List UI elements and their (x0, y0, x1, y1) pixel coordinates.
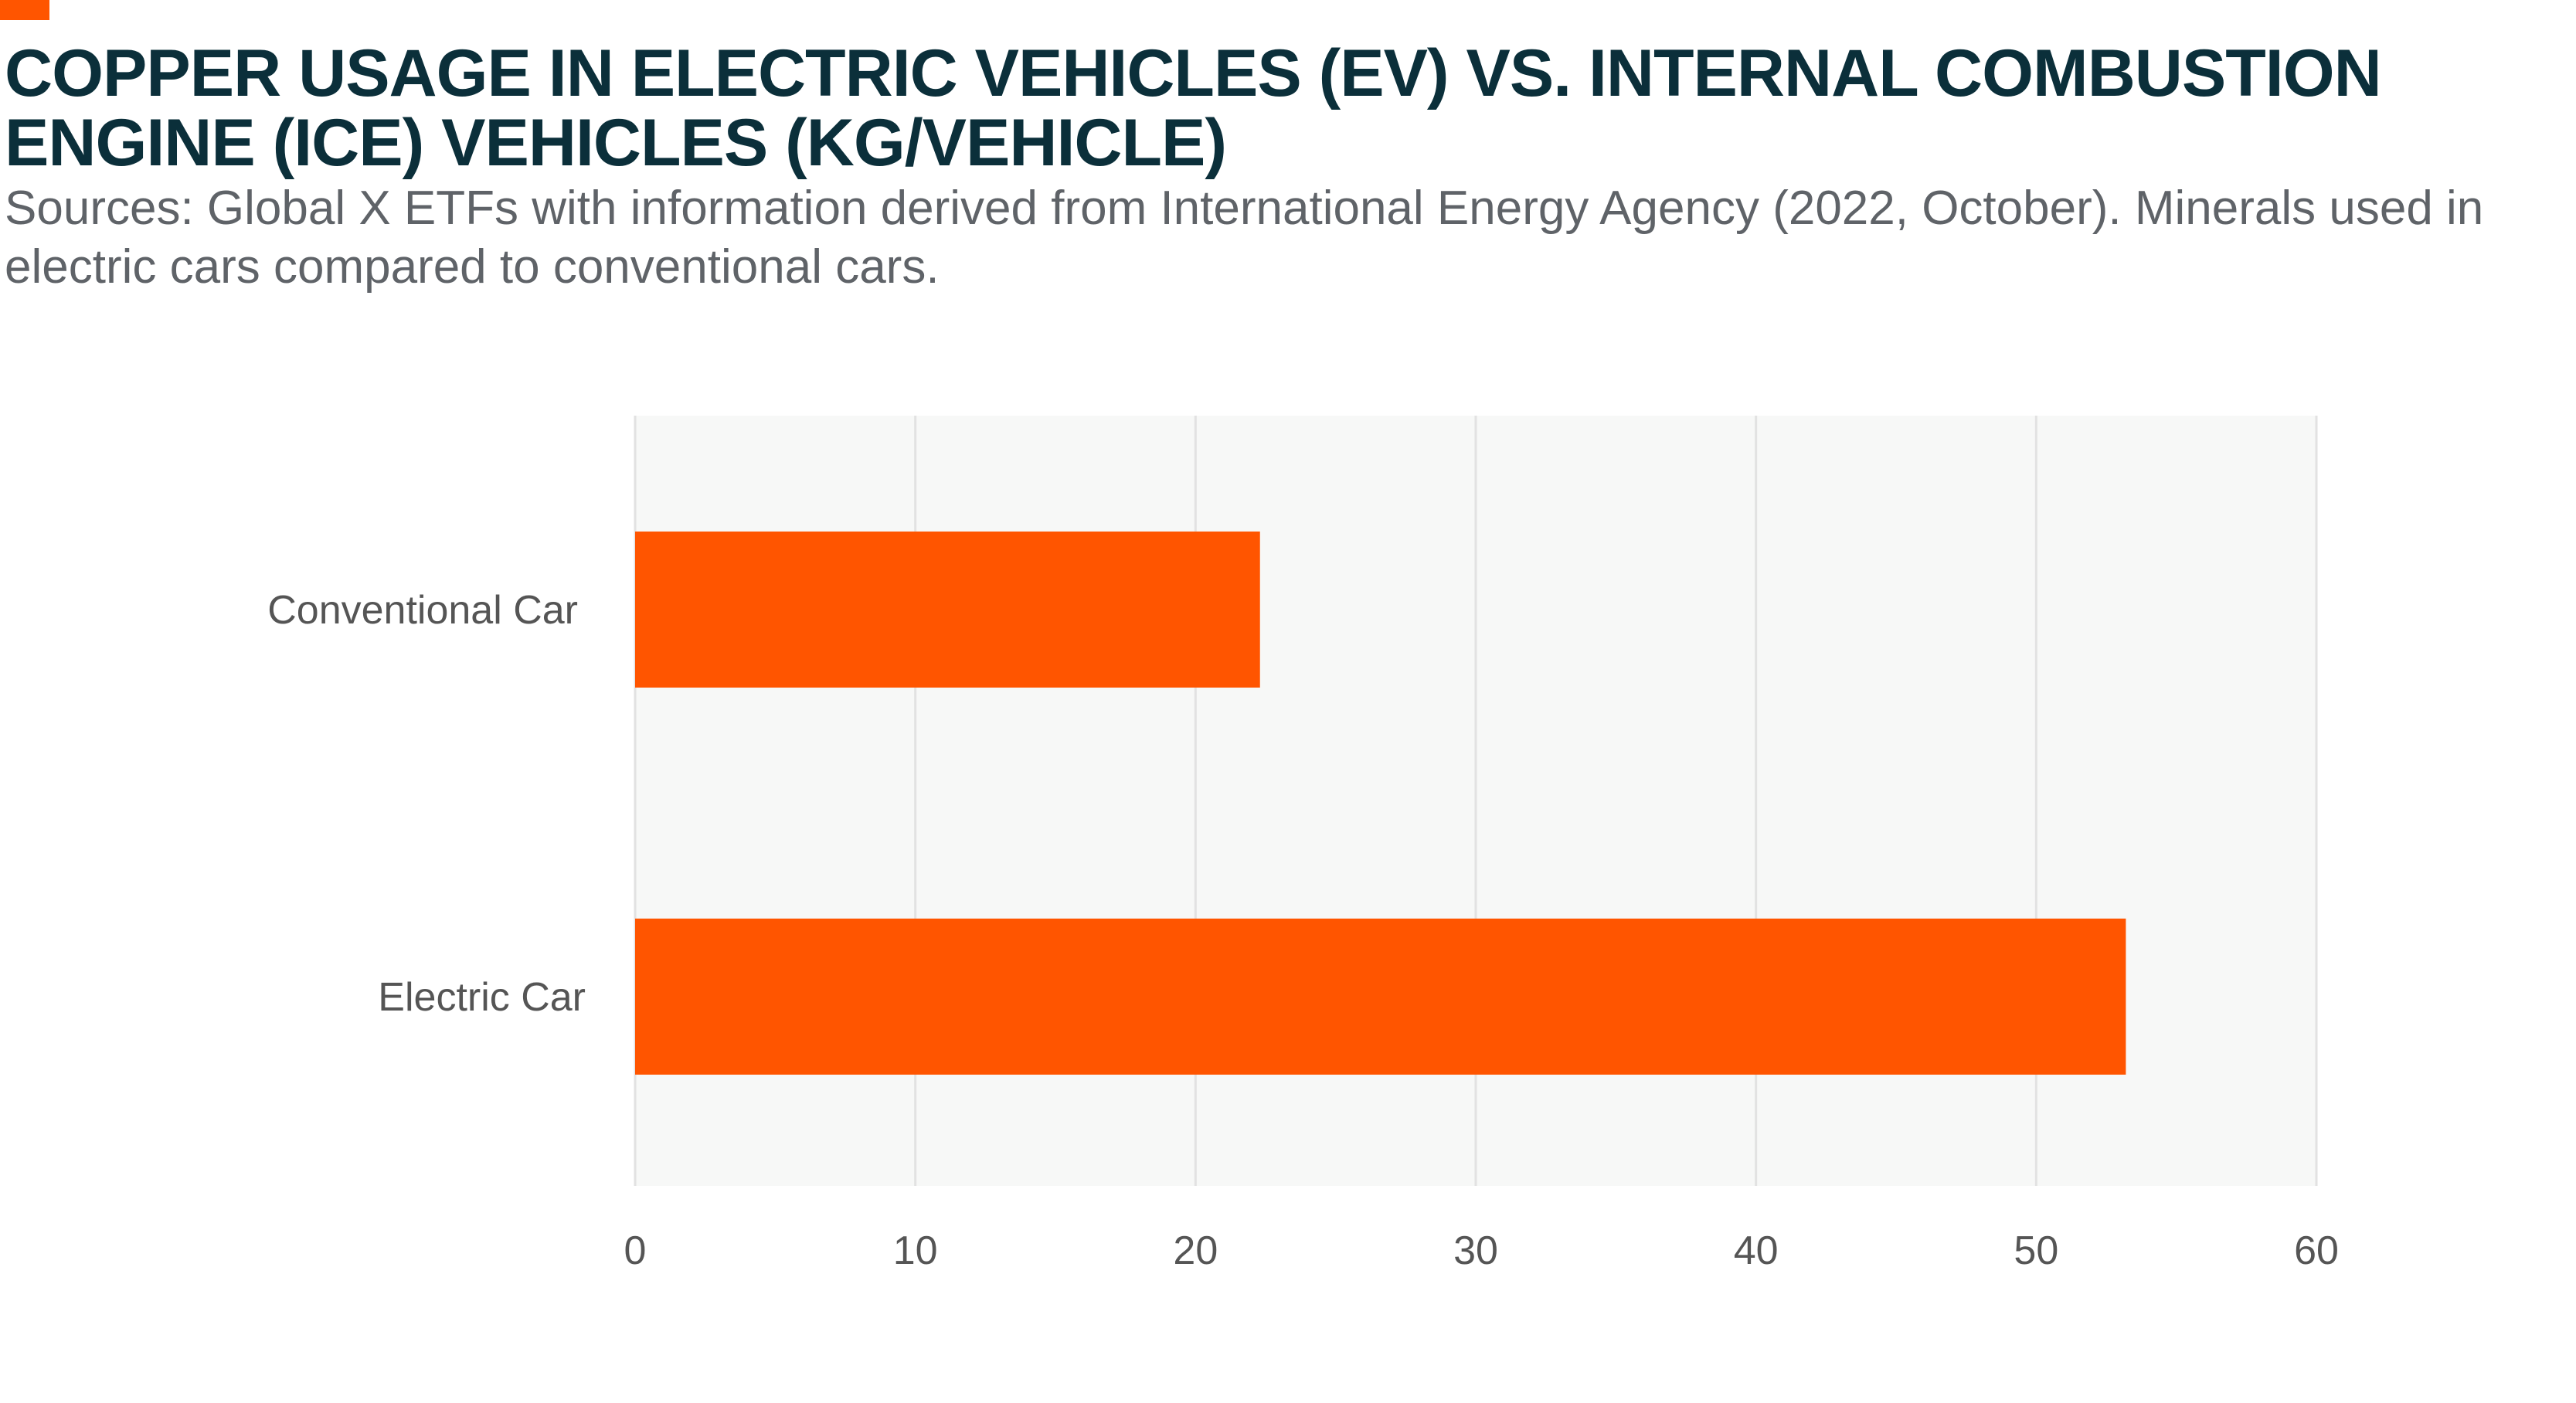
x-tick-label: 30 (1453, 1228, 1498, 1273)
chart-subtitle: Sources: Global X ETFs with information … (5, 182, 2484, 294)
bar (635, 532, 1260, 688)
category-label: Electric Car (378, 975, 586, 1020)
x-tick-label: 40 (1734, 1228, 1779, 1273)
x-tick-label: 20 (1173, 1228, 1218, 1273)
chart-title: COPPER USAGE IN ELECTRIC VEHICLES (EV) V… (5, 36, 2382, 180)
x-tick-label: 0 (624, 1228, 647, 1273)
bar (635, 919, 2126, 1075)
category-label: Conventional Car (267, 588, 578, 633)
x-tick-label: 50 (2014, 1228, 2058, 1273)
category-labels: Conventional Car Electric Car (267, 588, 586, 1020)
x-tick-label: 10 (893, 1228, 938, 1273)
accent-bar (0, 0, 49, 20)
x-axis-ticks: 0 10 20 30 40 50 60 (624, 1228, 2339, 1273)
x-tick-label: 60 (2294, 1228, 2339, 1273)
bars (635, 532, 2126, 1075)
